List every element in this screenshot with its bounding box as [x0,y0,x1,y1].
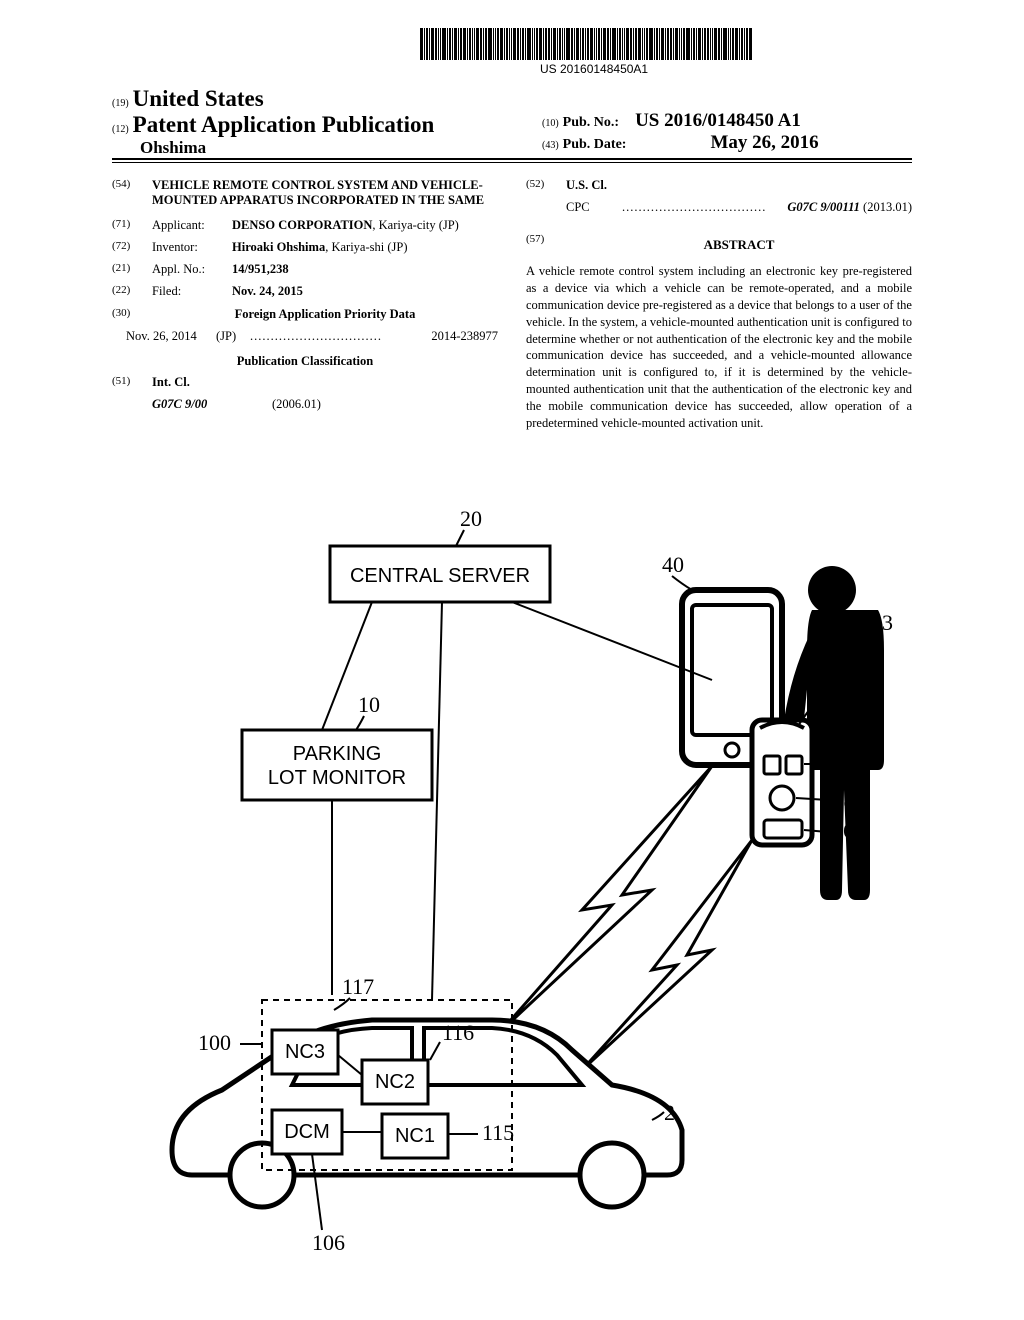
f52-code: (52) [526,178,566,193]
f52-dots: ................................... [622,200,787,215]
f51-label: Int. Cl. [152,375,190,390]
ref-35c: 35c [832,786,864,811]
parking-monitor-box [242,730,432,800]
f52-class: G07C 9/00111 [787,200,860,214]
f71-location: , Kariya-city (JP) [372,218,458,232]
lightning-icon [502,766,712,1030]
central-server-label: CENTRAL SERVER [350,565,530,587]
f51-class: G07C 9/00 [152,397,272,412]
f30-date: Nov. 26, 2014 [126,329,216,344]
f21-label: Appl. No.: [152,262,232,277]
f57-code: (57) [526,233,566,263]
left-column: (54) VEHICLE REMOTE CONTROL SYSTEM AND V… [112,178,498,432]
f72-inventor: Hiroaki Ohshima [232,240,325,254]
ref-30: 30 [836,706,858,731]
abstract-text: A vehicle remote control system includin… [526,263,912,432]
field-19-value: United States [133,86,264,111]
pub-no-value: US 2016/0148450 A1 [635,110,801,131]
author-name: Ohshima [140,138,206,157]
f72-label: Inventor: [152,240,232,255]
ref-35b: 35b [832,750,865,775]
remote-icon [752,720,812,845]
field-19-code: (19) [112,98,129,109]
f22-value: Nov. 24, 2015 [232,284,498,299]
pub-no-label: Pub. No.: [563,115,619,130]
ref-116: 116 [442,1020,474,1045]
f72-code: (72) [112,240,152,255]
f52-year: (2013.01) [863,200,912,214]
f54-code: (54) [112,178,152,208]
barcode-number: US 20160148450A1 [540,62,648,76]
barcode [420,18,800,60]
f22-label: Filed: [152,284,232,299]
lightning-icon-2 [582,840,752,1070]
ref-115: 115 [482,1120,514,1145]
barcode-bars [420,28,752,60]
ref-35a: 35a [836,664,868,689]
nc2-label: NC2 [375,1071,415,1093]
right-column: (52) U.S. Cl. CPC ......................… [526,178,912,432]
field-12-value: Patent Application Publication [133,112,435,137]
parking-label-1: PARKING [293,743,382,765]
ref-36: 36 [832,818,854,843]
f71-label: Applicant: [152,218,232,233]
dcm-label: DCM [284,1121,330,1143]
ref-20: 20 [460,510,482,531]
f30-country: (JP) [216,329,250,344]
field-10-code: (10) [542,118,559,129]
header-rule-thin [112,162,912,163]
pub-class-heading: Publication Classification [112,354,498,369]
f21-code: (21) [112,262,152,277]
ref-106: 106 [312,1230,345,1255]
nc3-label: NC3 [285,1041,325,1063]
f30-heading: Foreign Application Priority Data [152,307,498,322]
f51-code: (51) [112,375,152,390]
f21-value: 14/951,238 [232,262,498,277]
ref-10: 10 [358,692,380,717]
pub-date-value: May 26, 2016 [710,132,818,153]
f22-code: (22) [112,284,152,299]
f30-code: (30) [112,307,152,322]
f30-dots: ................................ [250,329,431,344]
ref-117: 117 [342,974,374,999]
f52-cpc: CPC [566,200,622,215]
f72-location: , Kariya-shi (JP) [325,240,407,254]
body-columns: (54) VEHICLE REMOTE CONTROL SYSTEM AND V… [112,178,912,432]
f30-number: 2014-238977 [431,329,498,344]
abstract-heading: ABSTRACT [566,237,912,253]
field-12-code: (12) [112,124,129,135]
f71-applicant: DENSO CORPORATION [232,218,372,232]
doc-header: (19) United States (12) Patent Applicati… [112,86,912,158]
ref-40: 40 [662,552,684,577]
ref-2: 2 [664,1100,675,1125]
f54-title: VEHICLE REMOTE CONTROL SYSTEM AND VEHICL… [152,178,498,208]
pub-date-label: Pub. Date: [563,137,627,152]
parking-label-2: LOT MONITOR [268,767,406,789]
ref-100: 100 [198,1030,231,1055]
nc1-label: NC1 [395,1125,435,1147]
f52-label: U.S. Cl. [566,178,607,193]
f71-code: (71) [112,218,152,233]
patent-figure: CENTRAL SERVER 20 PARKING LOT MONITOR 10… [112,510,912,1290]
f51-year: (2006.01) [272,397,321,412]
field-43-code: (43) [542,140,559,151]
header-rule-thick [112,158,912,160]
ref-3: 3 [882,610,893,635]
